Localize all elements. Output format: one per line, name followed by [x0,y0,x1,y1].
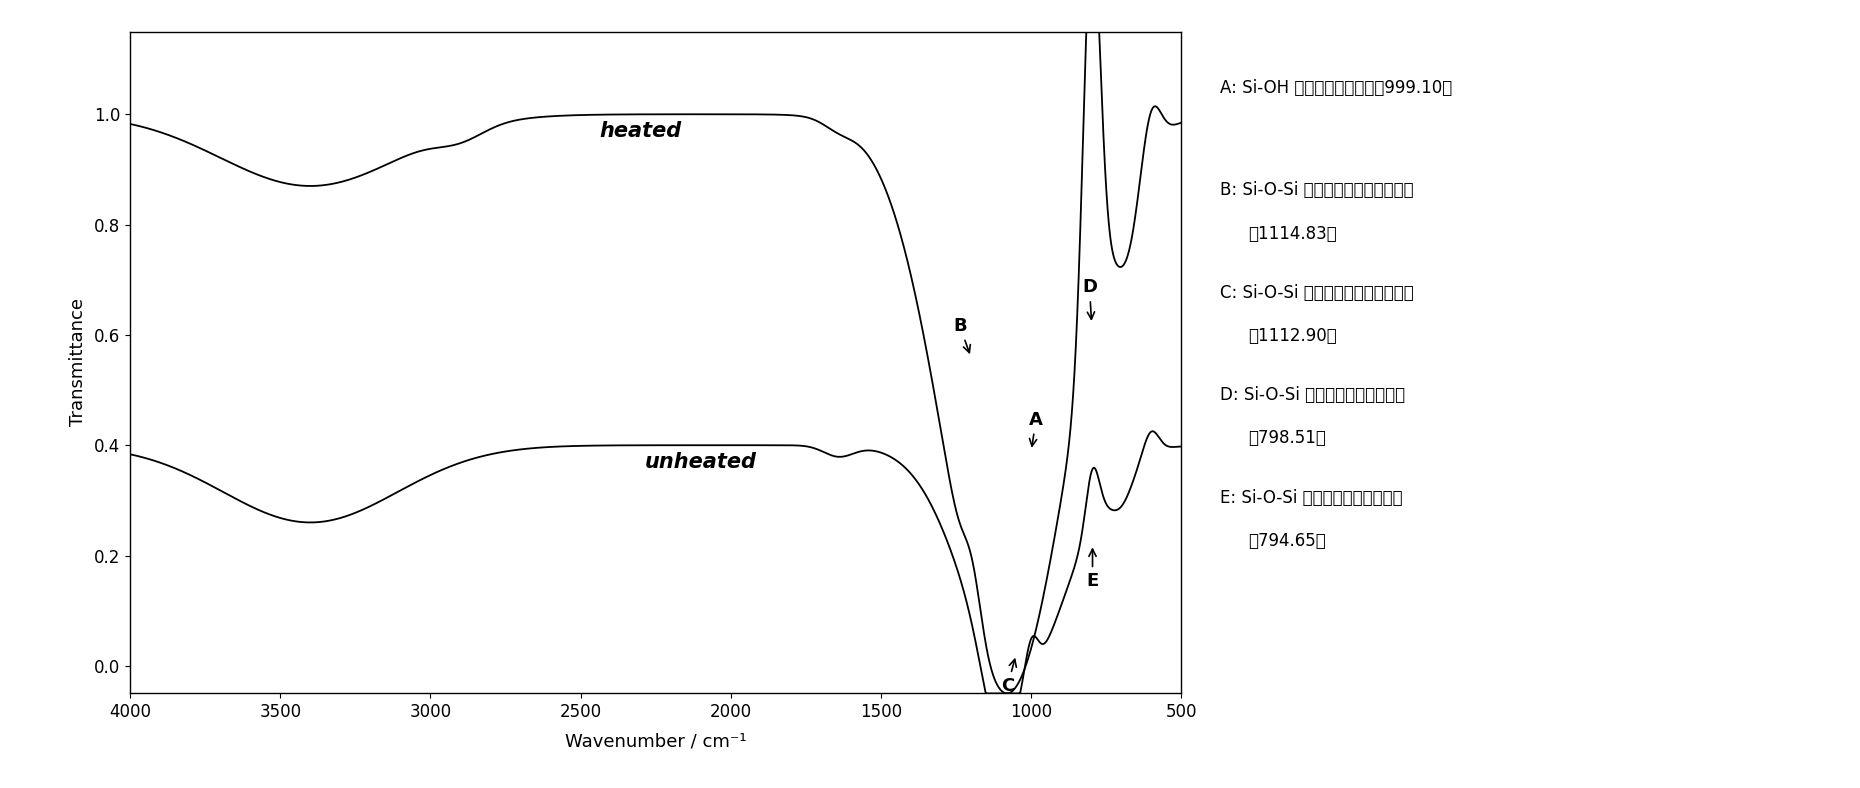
Text: E: E [1086,549,1099,590]
Text: unheated: unheated [645,452,757,472]
Text: D: D [1083,278,1097,319]
Text: （794.65）: （794.65） [1248,532,1326,550]
Text: （798.51）: （798.51） [1248,429,1326,448]
X-axis label: Wavenumber / cm⁻¹: Wavenumber / cm⁻¹ [565,732,746,750]
Text: A: A [1029,411,1043,446]
Text: E: Si-O-Si 的对称伸缩振动吸收峰: E: Si-O-Si 的对称伸缩振动吸收峰 [1220,489,1402,507]
Text: D: Si-O-Si 的对称伸缩振动吸收峰: D: Si-O-Si 的对称伸缩振动吸收峰 [1220,386,1406,404]
Text: C: C [1001,660,1016,695]
Text: （1114.83）: （1114.83） [1248,225,1337,243]
Text: A: Si-OH 的弯曲振动吸收峰（999.10）: A: Si-OH 的弯曲振动吸收峰（999.10） [1220,79,1453,97]
Text: B: Si-O-Si 的非对称伸缩振动吸收峰: B: Si-O-Si 的非对称伸缩振动吸收峰 [1220,181,1414,199]
Text: C: Si-O-Si 的非对称伸缩振动吸收峰: C: Si-O-Si 的非对称伸缩振动吸收峰 [1220,284,1414,302]
Text: B: B [952,317,971,352]
Y-axis label: Transmittance: Transmittance [69,299,87,426]
Text: （1112.90）: （1112.90） [1248,327,1337,345]
Text: heated: heated [599,121,683,141]
